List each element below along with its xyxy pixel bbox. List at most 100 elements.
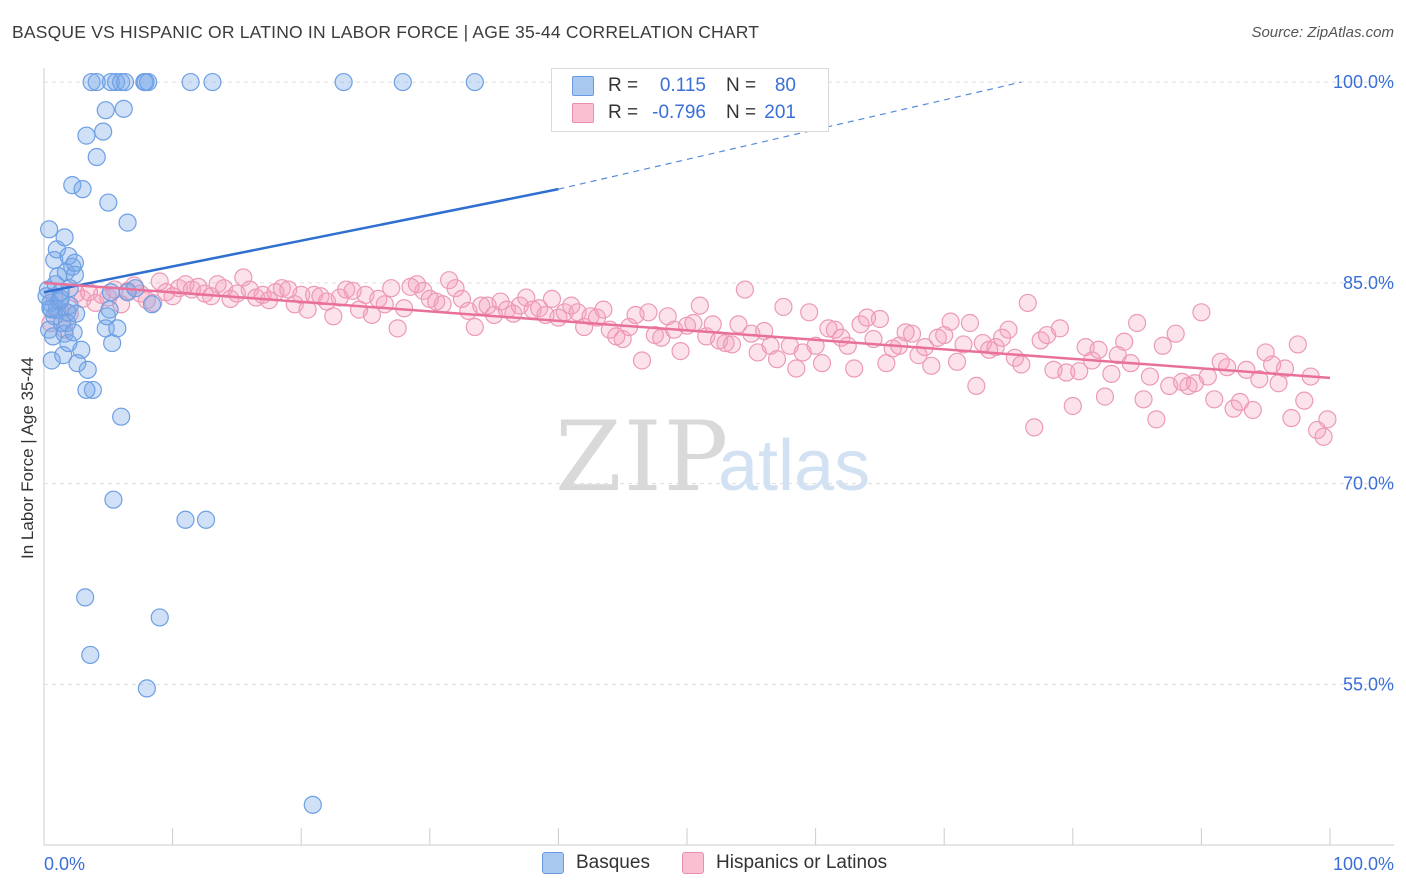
hispanic-point — [845, 359, 864, 378]
hispanic-point — [530, 299, 549, 318]
legend-row-basques: R = 0.115 N = 80 — [572, 74, 796, 98]
basque-point — [181, 72, 200, 92]
basque-point — [118, 213, 137, 232]
tick-label-layer: 100.0% 85.0% 70.0% 55.0% 0.0% 100.0% — [44, 72, 1394, 874]
hispanic-point — [851, 315, 870, 334]
watermark-zip: ZIP — [555, 401, 730, 513]
hispanic-point — [1230, 392, 1250, 412]
legend-n-label: N = — [726, 102, 757, 123]
series-legend-basques[interactable]: Basques — [542, 852, 650, 874]
basque-point — [114, 99, 133, 118]
hispanic-point — [947, 352, 967, 371]
hispanic-point — [896, 323, 915, 342]
hispanic-point — [819, 319, 838, 338]
series-label-basques: Basques — [576, 852, 650, 873]
hispanic-point — [542, 289, 562, 309]
series-label-hispanics: Hispanics or Latinos — [716, 852, 888, 873]
hispanic-point — [1063, 396, 1082, 416]
hispanic-point — [1140, 367, 1160, 386]
basque-point — [465, 72, 484, 92]
y-tick-label: 70.0% — [1343, 474, 1394, 494]
hispanic-point — [703, 315, 722, 334]
legend-swatch-basques — [572, 76, 594, 96]
basque-point — [77, 126, 96, 145]
hispanic-point — [954, 335, 973, 354]
hispanic-point — [1224, 399, 1243, 418]
basque-point — [73, 180, 92, 199]
hispanic-point — [1192, 303, 1211, 322]
hispanic-point — [1095, 387, 1115, 406]
basque-point — [81, 645, 100, 665]
hispanic-point — [1153, 336, 1172, 355]
hispanic-point — [1115, 332, 1134, 351]
hispanic-point — [150, 272, 169, 291]
hispanic-point — [1275, 359, 1295, 378]
basque-point — [82, 72, 101, 92]
hispanic-point — [1314, 427, 1333, 446]
hispanic-point — [594, 300, 613, 319]
hispanic-point — [806, 336, 825, 355]
basque-point — [63, 176, 82, 195]
basque-point — [203, 72, 222, 92]
basque-point — [42, 351, 61, 370]
basque-point — [150, 608, 169, 627]
hispanic-point — [735, 280, 754, 299]
series-legend: Basques Hispanics or Latinos — [0, 852, 1406, 878]
basque-point — [67, 304, 86, 323]
hispanic-point — [722, 335, 742, 354]
hispanic-point — [144, 293, 163, 313]
legend-n-value: 80 — [774, 75, 796, 96]
hispanic-point — [632, 351, 652, 370]
basque-point — [87, 72, 106, 92]
hispanic-point — [639, 303, 658, 322]
hispanic-point — [1102, 364, 1121, 383]
hispanic-point — [1198, 367, 1217, 386]
basque-point — [100, 300, 119, 319]
legend-r-value: -0.796 — [652, 102, 706, 123]
hispanic-point — [562, 296, 581, 315]
basque-point — [99, 193, 118, 212]
hispanic-point — [1318, 410, 1337, 429]
basque-point — [72, 340, 91, 359]
hispanic-point — [870, 309, 890, 329]
legend-swatch-hispanics — [572, 103, 594, 123]
basque-point — [59, 246, 78, 266]
hispanic-point — [690, 296, 709, 315]
hispanic-point — [902, 324, 922, 343]
basque-point — [40, 220, 59, 239]
hispanic-point — [1050, 319, 1070, 338]
basque-point — [65, 253, 84, 272]
hispanic-point — [1250, 370, 1269, 389]
basque-point — [103, 333, 122, 353]
y-axis-label: In Labor Force | Age 35-44 — [18, 357, 37, 559]
hispanic-point — [1218, 358, 1237, 377]
hispanic-point — [1166, 324, 1185, 343]
hispanic-point — [1018, 293, 1037, 313]
watermark: ZIP atlas — [555, 401, 870, 513]
hispanic-point — [375, 295, 394, 314]
basque-trend-line — [43, 187, 559, 294]
hispanic-point — [1070, 362, 1089, 381]
basque-point — [176, 510, 195, 529]
hispanic-point — [684, 313, 703, 333]
basque-trend-extension — [558, 81, 1022, 190]
basque-point — [303, 795, 322, 814]
hispanic-point — [1205, 390, 1224, 409]
hispanic-point — [1012, 355, 1031, 374]
legend-row-hispanics: R = -0.796 N = 201 — [572, 101, 796, 125]
legend-r-value: 0.115 — [659, 75, 706, 96]
hispanic-point — [967, 376, 986, 396]
trend-layer — [43, 81, 1331, 380]
hispanic-point — [999, 320, 1018, 339]
hispanic-point — [337, 280, 356, 299]
correlation-legend: R = 0.115 N = 80 R = -0.796 N = 201 — [551, 68, 829, 132]
basque-point — [83, 380, 102, 400]
basque-point — [94, 122, 113, 141]
y-tick-label: 55.0% — [1343, 674, 1394, 694]
series-legend-hispanics[interactable]: Hispanics or Latinos — [682, 852, 887, 874]
hispanic-point — [1282, 408, 1301, 428]
y-tick-label: 85.0% — [1343, 273, 1394, 293]
hispanic-point — [407, 275, 427, 294]
hispanic-point — [812, 354, 832, 373]
